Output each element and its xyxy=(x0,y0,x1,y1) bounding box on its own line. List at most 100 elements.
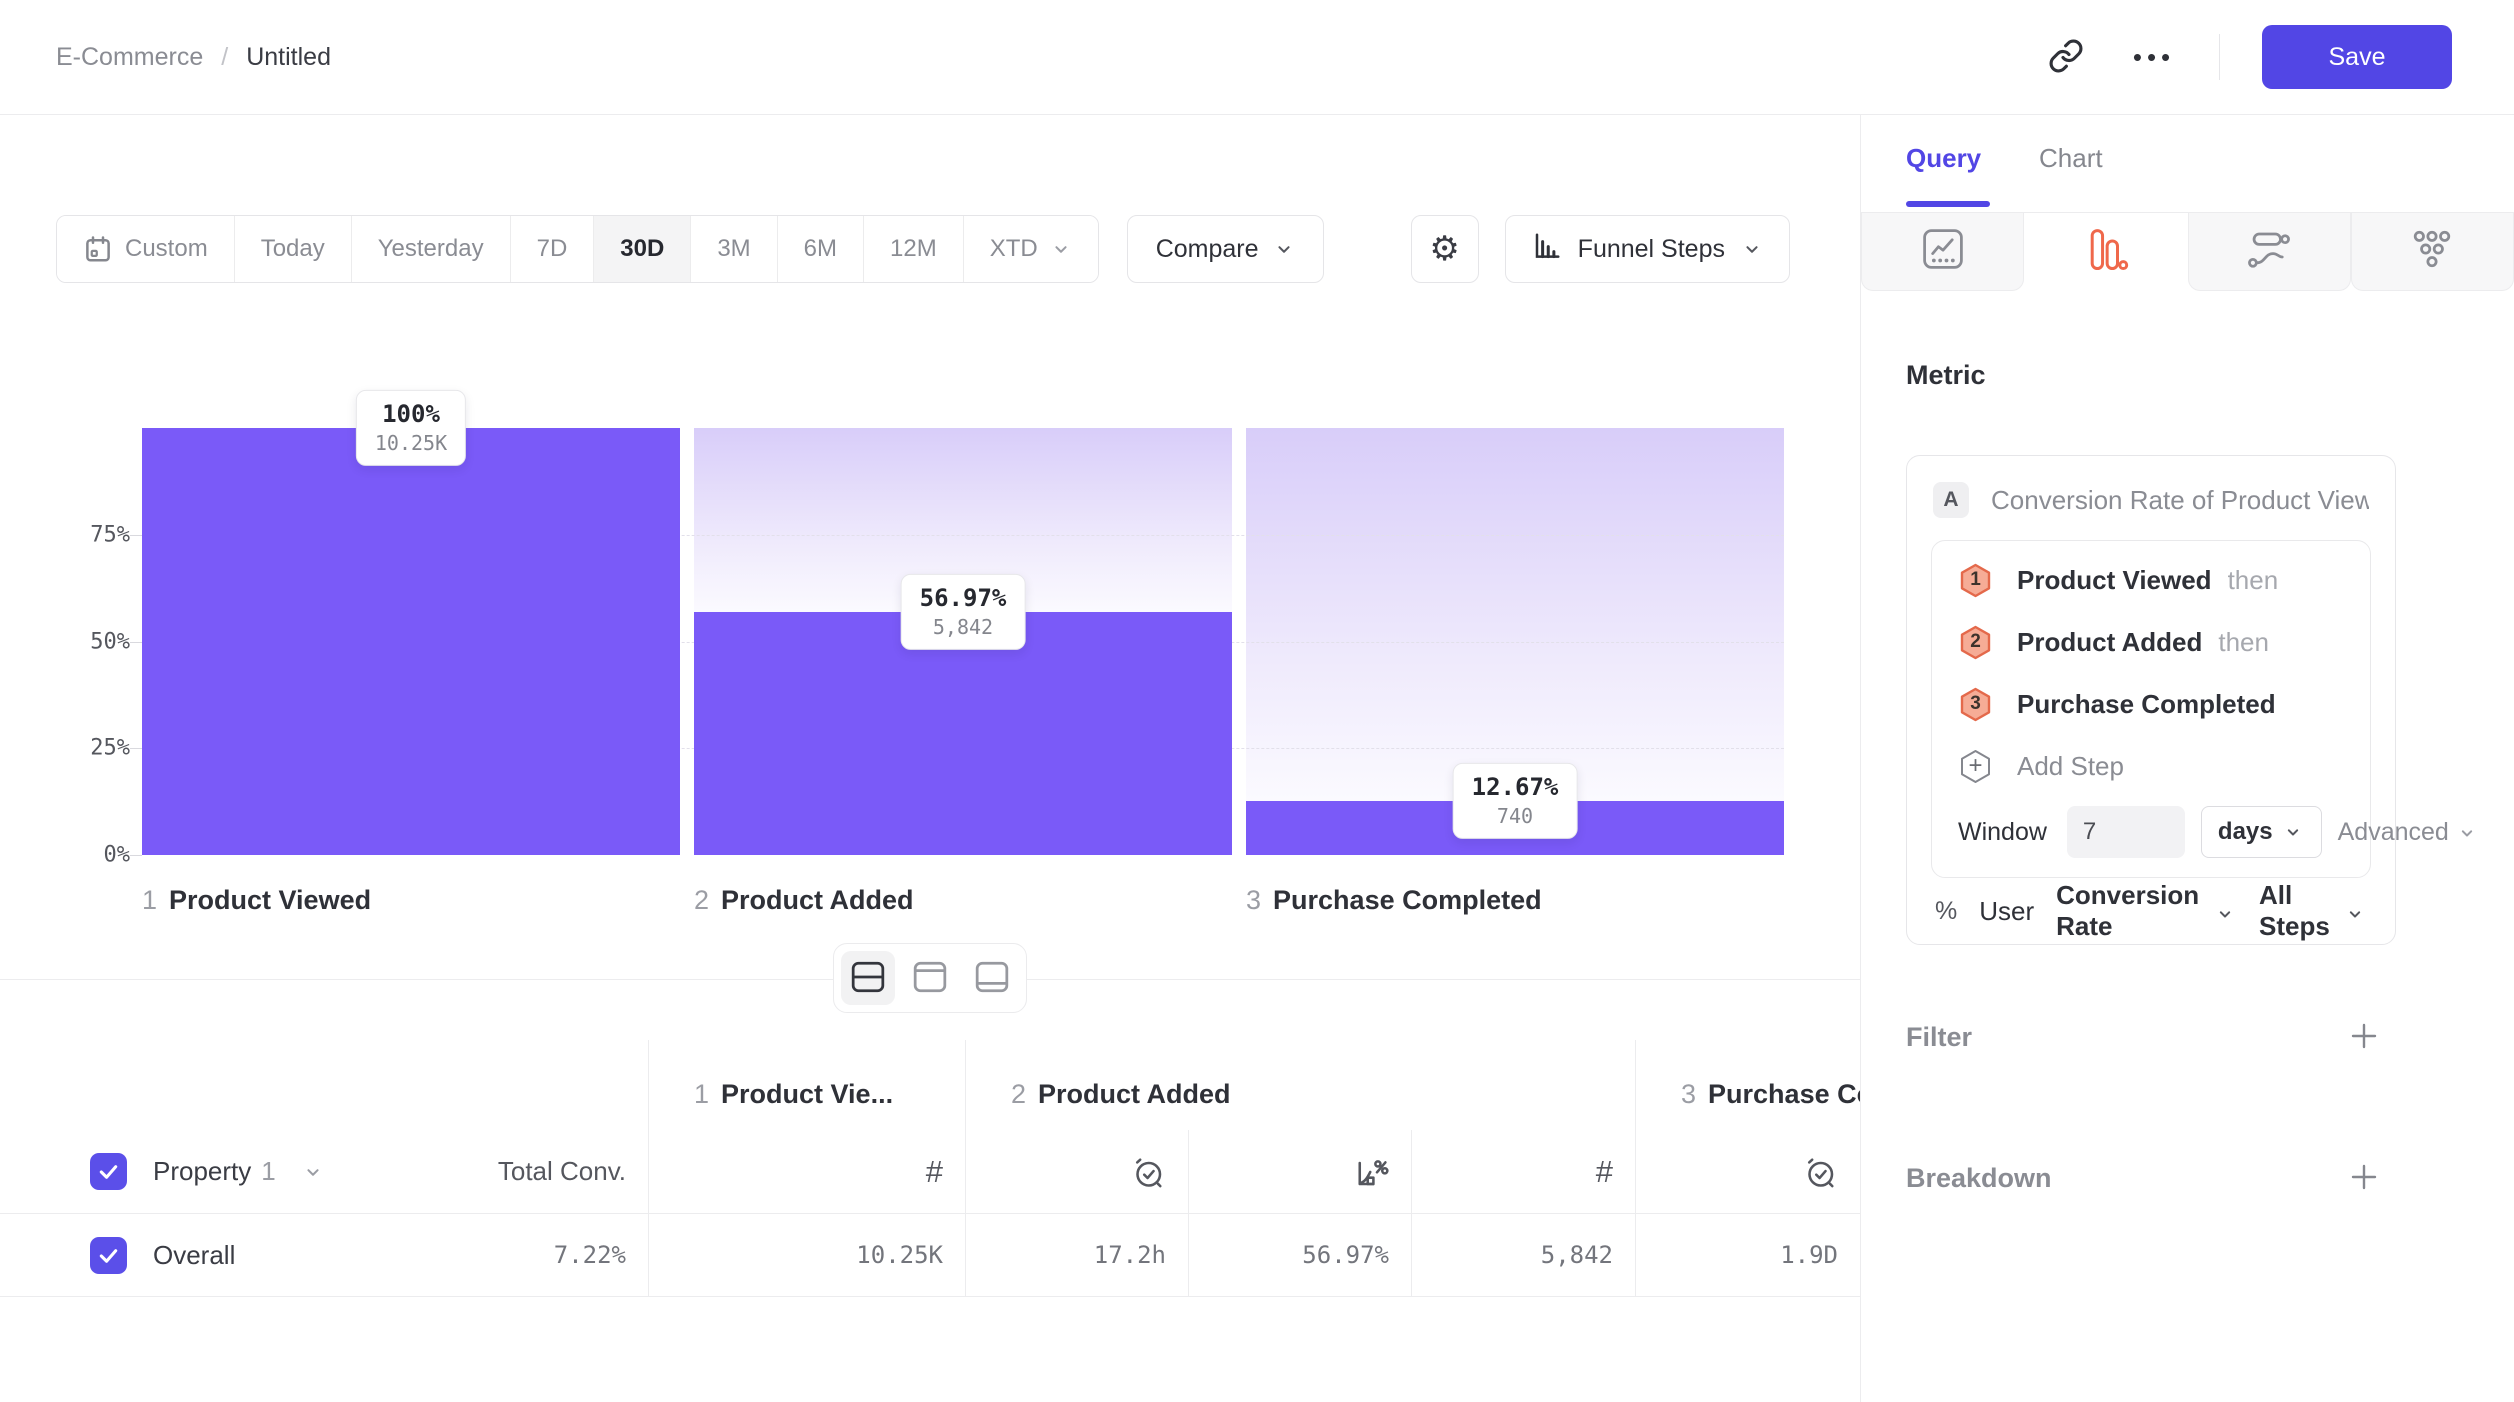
page-title[interactable]: Untitled xyxy=(246,42,331,71)
row-checkbox[interactable] xyxy=(90,1236,127,1274)
avg-time-column-header[interactable] xyxy=(1635,1130,1860,1213)
window-unit-dropdown[interactable]: days xyxy=(2200,806,2322,858)
pane-divider xyxy=(0,943,1860,1015)
dots-grid-icon xyxy=(2409,226,2455,277)
chevron-down-icon xyxy=(2215,900,2237,922)
step-conjunction: then xyxy=(2227,564,2279,595)
range-xtd-button[interactable]: XTD xyxy=(962,216,1098,282)
chart-type-strip xyxy=(1861,212,2514,291)
funnel-value-badge: 100% 10.25K xyxy=(355,389,467,467)
summary-scope-dropdown[interactable]: All Steps xyxy=(2259,880,2367,942)
step-event-name: Purchase Completed xyxy=(2017,688,2276,719)
topbar-divider xyxy=(2219,34,2220,80)
y-tick-label: 50% xyxy=(90,629,130,654)
chart-type-journeys-tab[interactable] xyxy=(2350,213,2514,291)
more-options-button[interactable]: ••• xyxy=(2131,34,2177,80)
chart-type-label: Funnel Steps xyxy=(1577,234,1725,263)
window-value-input[interactable] xyxy=(2066,806,2185,858)
calendar-icon xyxy=(83,234,113,264)
query-step-1[interactable]: 1 Product Viewed then xyxy=(1932,549,2370,611)
funnel-bar-fill xyxy=(694,611,1232,855)
property-number: 1 xyxy=(261,1156,276,1186)
main-pane: Custom Today Yesterday 7D 30D 3M 6M 12M … xyxy=(0,115,1860,1402)
breadcrumb-parent[interactable]: E-Commerce xyxy=(56,42,204,71)
chart-type-funnel-tab[interactable] xyxy=(2024,213,2188,291)
split-view-button[interactable] xyxy=(841,951,895,1005)
breadcrumb-separator: / xyxy=(221,42,229,71)
range-today-button[interactable]: Today xyxy=(233,216,351,282)
share-link-button[interactable] xyxy=(2043,34,2089,80)
group-title: Product Added xyxy=(1038,1079,1231,1109)
query-step-2[interactable]: 2 Product Added then xyxy=(1932,611,2370,673)
metric-series-row[interactable]: A Conversion Rate of Product View... xyxy=(1907,456,2395,540)
chart-settings-button[interactable]: ⚙ xyxy=(1410,215,1479,283)
query-step-3[interactable]: 3 Purchase Completed xyxy=(1932,673,2370,735)
conversion-column-header[interactable] xyxy=(1188,1130,1411,1213)
funnel-chart-icon xyxy=(1532,231,1562,268)
funnel-steps-card: 1 Product Viewed then 2 Product Added th… xyxy=(1931,540,2472,878)
y-axis: 0% 25% 50% 75% xyxy=(0,428,130,867)
group-number: 2 xyxy=(1011,1079,1027,1109)
chart-type-dropdown[interactable]: Funnel Steps xyxy=(1504,215,1790,283)
breakdown-section: Breakdown xyxy=(1906,1143,2396,1213)
series-letter-badge: A xyxy=(1933,482,1969,518)
range-custom-button[interactable]: Custom xyxy=(57,216,234,282)
chart-type-line-tab[interactable] xyxy=(1861,213,2025,291)
range-7d-button[interactable]: 7D xyxy=(509,216,594,282)
funnel-bar-step-3[interactable]: 12.67% 740 xyxy=(1246,428,1784,855)
view-layout-toggle xyxy=(833,943,1027,1013)
avg-time-column-header[interactable] xyxy=(965,1130,1188,1213)
add-filter-button[interactable] xyxy=(2344,1017,2384,1057)
window-unit-label: days xyxy=(2217,818,2273,845)
count-column-header[interactable]: # xyxy=(648,1130,965,1213)
table-group-header-3: 3 Purchase Completed xyxy=(1635,1040,1860,1130)
funnel-bar-step-2[interactable]: 56.97% 5,842 xyxy=(694,428,1232,855)
tab-chart[interactable]: Chart xyxy=(2039,143,2103,173)
table-row[interactable]: Overall 7.22% xyxy=(0,1213,648,1297)
y-tick-label: 0% xyxy=(103,842,131,868)
chevron-down-icon xyxy=(1741,238,1763,260)
compare-button[interactable]: Compare xyxy=(1126,215,1324,283)
badge-percentage: 56.97% xyxy=(919,583,1007,612)
count-column-header[interactable]: # xyxy=(1411,1130,1635,1213)
funnel-value-badge: 56.97% 5,842 xyxy=(900,573,1026,650)
flow-chart-icon xyxy=(2246,226,2292,277)
range-3m-button[interactable]: 3M xyxy=(690,216,777,282)
range-label: XTD xyxy=(989,235,1038,262)
step-label-2: 2 Product Added xyxy=(694,885,1232,916)
hash-icon: # xyxy=(1595,1153,1613,1189)
chart-type-flow-tab[interactable] xyxy=(2187,213,2351,291)
chevron-down-icon xyxy=(2457,821,2479,843)
split-view-icon xyxy=(850,959,886,998)
table-only-view-button[interactable] xyxy=(965,951,1019,1005)
chart-only-view-button[interactable] xyxy=(903,951,957,1005)
y-tick-label: 25% xyxy=(90,735,130,761)
table-cell-value: 10.25K xyxy=(648,1213,965,1297)
summary-measure-dropdown[interactable]: Conversion Rate xyxy=(2056,880,2237,942)
funnel-bar-step-1[interactable]: 100% 10.25K xyxy=(142,389,680,855)
range-yesterday-button[interactable]: Yesterday xyxy=(350,216,510,282)
table-cell-value: 17.2h xyxy=(965,1213,1188,1297)
breakdown-label: Breakdown xyxy=(1906,1162,2052,1193)
conversion-window-row: Window days Advanced xyxy=(1932,797,2472,867)
link-icon xyxy=(2048,38,2084,77)
range-12m-button[interactable]: 12M xyxy=(863,216,963,282)
range-6m-button[interactable]: 6M xyxy=(776,216,863,282)
step-number: 3 xyxy=(1246,885,1262,915)
property-selector[interactable]: Property 1 xyxy=(90,1153,324,1190)
summary-actor[interactable]: User xyxy=(1979,895,2035,926)
metric-heading: Metric xyxy=(1906,360,1986,390)
tab-query[interactable]: Query xyxy=(1906,143,1982,173)
topbar: E-Commerce / Untitled ••• Save xyxy=(0,0,2514,115)
range-30d-button[interactable]: 30D xyxy=(593,216,691,282)
line-chart-icon xyxy=(1920,226,1966,277)
chevron-down-icon xyxy=(1050,238,1072,260)
range-label: Custom xyxy=(125,235,208,262)
add-step-button[interactable]: + Add Step xyxy=(1932,735,2370,797)
scope-label: All Steps xyxy=(2259,880,2330,941)
add-breakdown-button[interactable] xyxy=(2344,1158,2384,1198)
step-label-3: 3 Purchase Completed xyxy=(1246,885,1784,916)
advanced-toggle[interactable]: Advanced xyxy=(2338,818,2479,847)
save-button[interactable]: Save xyxy=(2262,25,2452,89)
select-all-checkbox[interactable] xyxy=(90,1153,127,1190)
